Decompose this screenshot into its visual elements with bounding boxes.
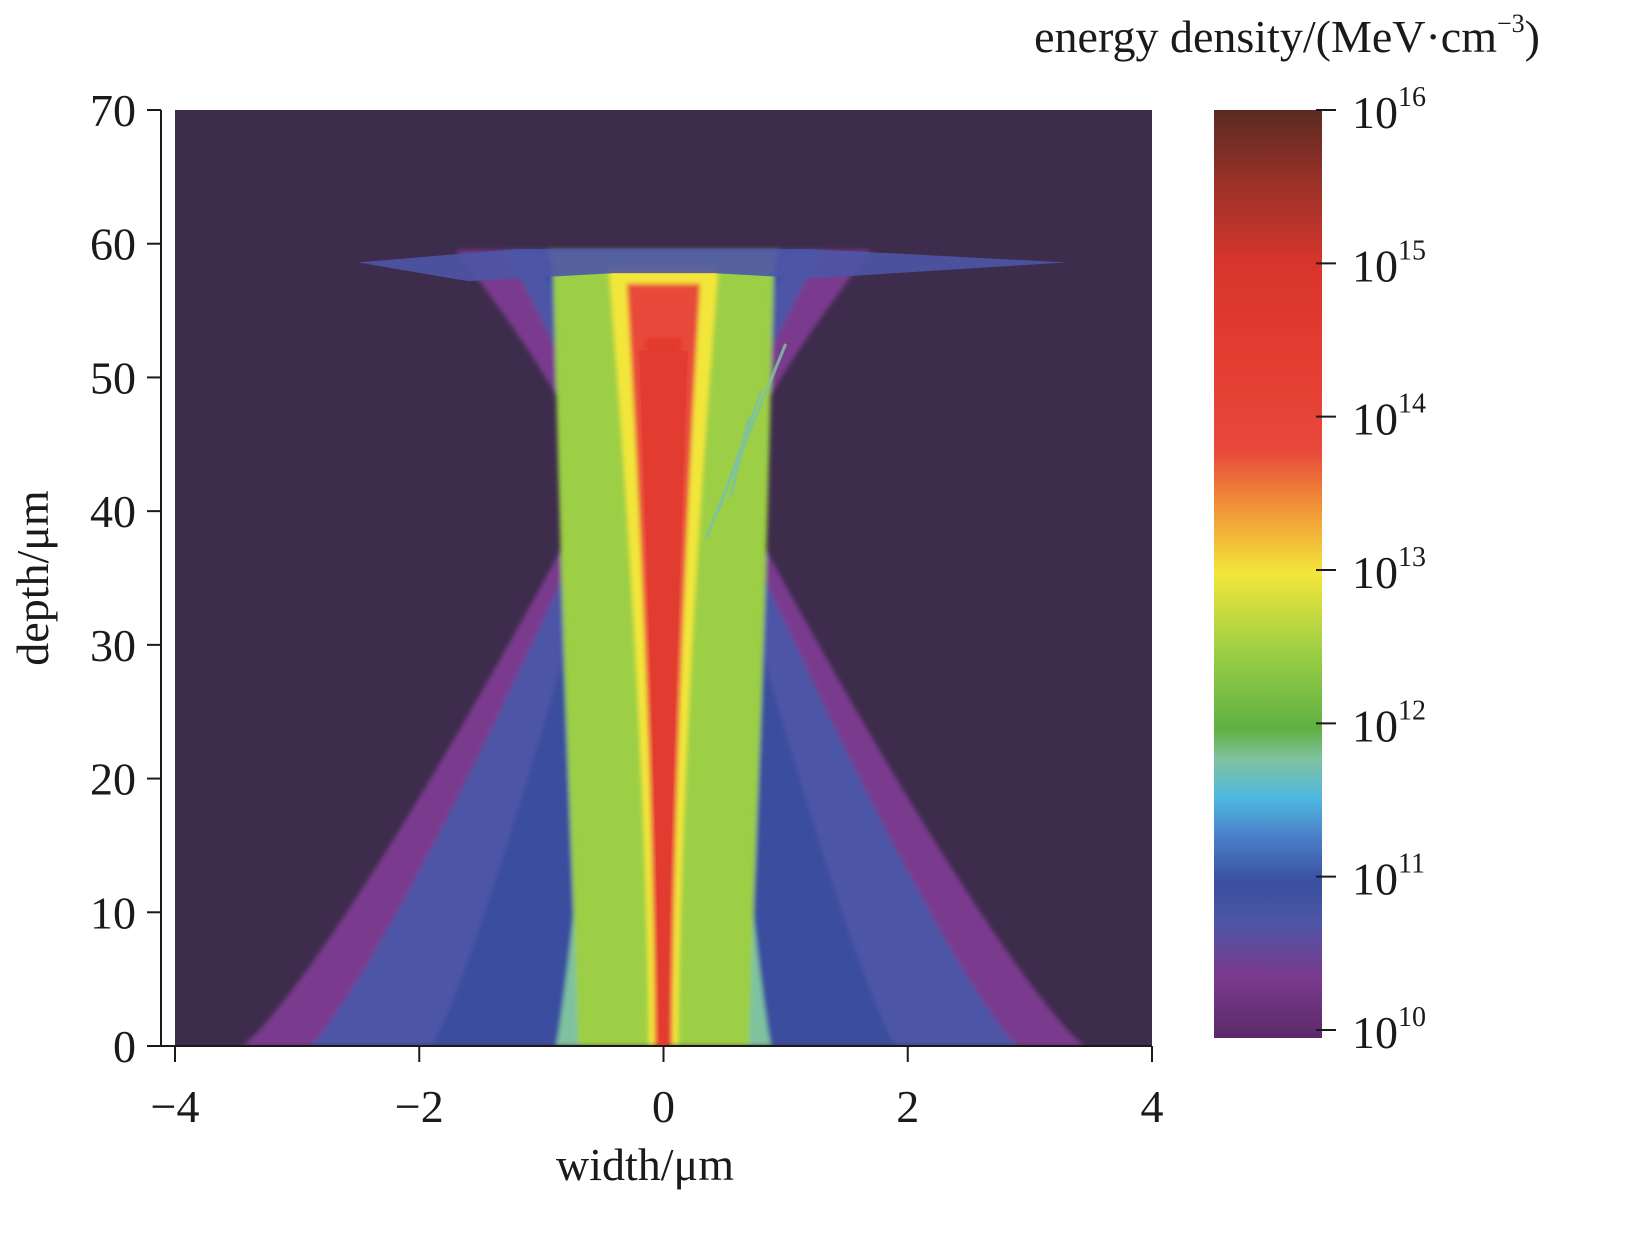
colorbar-tick-label: 1015 [1352, 235, 1426, 291]
colorbar-title: energy density/(MeV·cm−3) [1034, 9, 1540, 62]
energy-core [639, 350, 688, 1046]
colorbar-tick-label: 1016 [1352, 82, 1426, 138]
colorbar-tick-exponent: 13 [1398, 542, 1426, 573]
colorbar-title-exponent: −3 [1497, 9, 1525, 38]
y-ticks: 0 10 20 30 40 50 60 70 [90, 85, 161, 1072]
y-tick-label: 50 [90, 352, 136, 403]
axes: −4 −2 0 2 4 0 10 20 30 40 50 60 70 width/μm depth/μ… [7, 85, 1164, 1190]
colorbar-tick-base: 10 [1352, 87, 1398, 138]
x-tick-label: 2 [896, 1081, 919, 1132]
y-tick-label: 30 [90, 620, 136, 671]
x-tick-label: −4 [151, 1081, 200, 1132]
secondary-track-streak [729, 417, 751, 499]
colorbar-gradient [1214, 110, 1322, 1038]
y-axis-title: depth/μm [7, 490, 58, 666]
x-axis-title: width/μm [556, 1139, 734, 1190]
y-tick-label: 10 [90, 887, 136, 938]
colorbar-tick-base: 10 [1352, 700, 1398, 751]
colorbar-tick-exponent: 12 [1398, 695, 1426, 726]
colorbar-tick-label: 1012 [1352, 695, 1426, 751]
y-tick-label: 40 [90, 486, 136, 537]
colorbar-tick-exponent: 11 [1398, 849, 1425, 880]
colorbar-tick-base: 10 [1352, 240, 1398, 291]
colorbar-tick-base: 10 [1352, 1007, 1398, 1058]
x-tick-label: 4 [1141, 1081, 1164, 1132]
colorbar-tick-base: 10 [1352, 547, 1398, 598]
colorbar-tick-label: 1014 [1352, 389, 1426, 445]
colorbar-tick-base: 10 [1352, 854, 1398, 905]
colorbar-title-main: energy density/(MeV·cm [1034, 11, 1497, 62]
y-tick-label: 0 [113, 1021, 136, 1072]
colorbar-title-end: ) [1525, 11, 1540, 62]
colorbar-tick-label: 1011 [1352, 849, 1425, 905]
colorbar-tick-exponent: 14 [1398, 389, 1426, 420]
colorbar-tick-label: 1013 [1352, 542, 1426, 598]
x-tick-label: −2 [395, 1081, 444, 1132]
energy-density-field [242, 249, 1085, 1046]
y-tick-label: 70 [90, 85, 136, 136]
colorbar-tick-label: 1010 [1352, 1002, 1426, 1058]
x-tick-label: 0 [652, 1081, 675, 1132]
colorbar-tick-exponent: 10 [1398, 1002, 1426, 1033]
colorbar-tick-exponent: 15 [1398, 235, 1426, 266]
y-tick-label: 20 [90, 754, 136, 805]
surface-scatter-sheet [358, 249, 1067, 282]
x-ticks: −4 −2 0 2 4 [151, 1046, 1164, 1132]
colorbar-tick-exponent: 16 [1398, 82, 1426, 113]
y-tick-label: 60 [90, 219, 136, 270]
plot-area [175, 110, 1152, 1046]
colorbar-tick-base: 10 [1352, 394, 1398, 445]
